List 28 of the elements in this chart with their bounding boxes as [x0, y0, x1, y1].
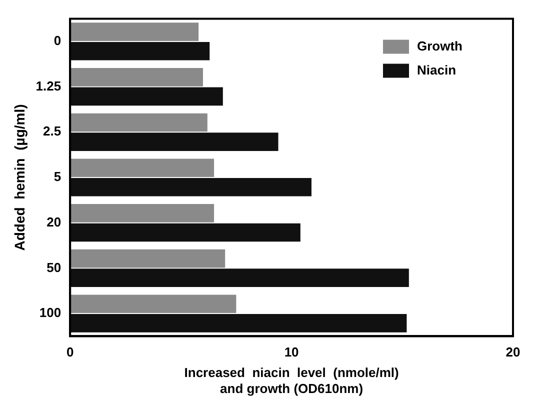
- bar: [70, 68, 203, 86]
- bar: [70, 204, 214, 222]
- bar: [70, 132, 278, 151]
- x-tick-label: 10: [284, 344, 299, 360]
- y-axis-title: Added hemin (µg/ml): [11, 104, 28, 251]
- bar: [70, 294, 236, 314]
- bar: [70, 42, 210, 60]
- y-tick-label: 100: [39, 305, 62, 320]
- bar: [70, 113, 208, 132]
- legend-label: Niacin: [417, 62, 456, 78]
- y-tick-label: 5: [54, 169, 62, 184]
- bar: [70, 22, 199, 41]
- y-tick-label: 20: [46, 214, 62, 230]
- bar: [70, 178, 312, 196]
- y-tick-label: 0: [54, 33, 62, 48]
- x-tick-label: 20: [506, 344, 520, 360]
- bar: [70, 87, 223, 106]
- y-tick-label: 1.25: [36, 78, 62, 94]
- x-tick-label: 0: [66, 344, 74, 360]
- bar: [70, 314, 407, 332]
- bar: [70, 268, 409, 287]
- legend-label: Growth: [417, 38, 463, 54]
- y-tick-label: 2.5: [43, 124, 62, 139]
- bar: [70, 158, 214, 178]
- x-axis-title: Increased niacin level (nmole/ml) and growth (OD610nm): [184, 365, 399, 396]
- bar: [70, 249, 226, 268]
- bar: [70, 223, 300, 242]
- y-tick-label: 50: [46, 260, 62, 275]
